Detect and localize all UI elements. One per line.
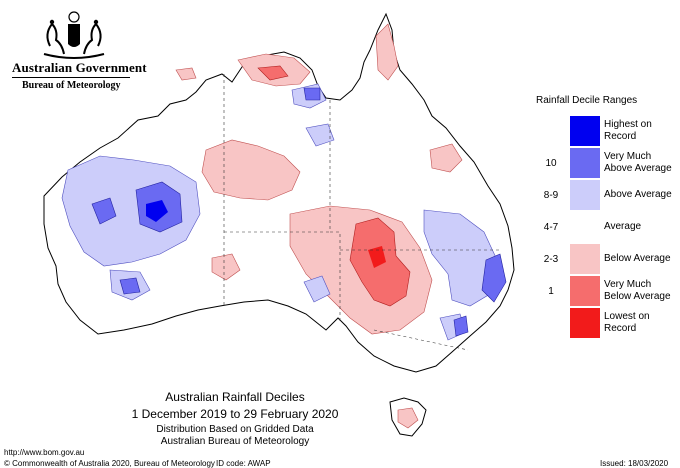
- below-avg-tasmania: [397, 407, 419, 429]
- legend-label: Below Average: [604, 253, 671, 264]
- below-avg-cape-york: [375, 23, 399, 81]
- legend-range: 4-7: [543, 222, 559, 233]
- legend-label: Very Much Below Average: [604, 279, 671, 302]
- very-much-above-avg-nsw-coast: [481, 253, 507, 303]
- below-avg-kimberley: [175, 67, 197, 81]
- legend-swatch: [570, 276, 600, 306]
- map-period: 1 December 2019 to 29 February 2020: [131, 407, 339, 421]
- above-avg-central: [305, 123, 335, 147]
- above-avg-queensland: [423, 209, 499, 307]
- very-much-below-avg-top-end: [257, 65, 289, 81]
- very-much-above-avg-nt: [303, 87, 321, 101]
- legend-label: Average: [604, 221, 642, 232]
- very-much-above-avg-se: [453, 315, 469, 337]
- legend-item-highest-on-record: Highest on Record: [540, 116, 680, 148]
- legend-range: 1: [548, 286, 554, 297]
- legend-label: Above Average: [604, 189, 672, 200]
- legend-label: Very Much Above Average: [604, 151, 672, 174]
- legend-item-very-much-below-average: 1 Very Much Below Average: [540, 276, 680, 308]
- bom-url-link[interactable]: http://www.bom.gov.au: [4, 448, 85, 457]
- map-source: Australian Bureau of Meteorology: [160, 436, 310, 447]
- government-title: Australian Government: [12, 60, 147, 75]
- legend-swatch: [570, 212, 600, 242]
- copyright-notice: © Commonwealth of Australia 2020, Bureau…: [4, 459, 215, 468]
- map-method: Distribution Based on Gridded Data: [156, 424, 314, 435]
- title-divider: [12, 77, 130, 78]
- legend-range: 2-3: [543, 254, 559, 265]
- legend-swatch: [570, 116, 600, 146]
- map-title: Australian Rainfall Deciles: [165, 390, 305, 404]
- legend-range: 10: [545, 158, 557, 169]
- id-code: ID code: AWAP: [216, 459, 271, 468]
- legend-range: 8-9: [543, 190, 559, 201]
- legend-swatch: [570, 244, 600, 274]
- legend-item-lowest-on-record: Lowest on Record: [540, 308, 680, 340]
- legend-swatch: [570, 148, 600, 178]
- legend-label: Lowest on Record: [604, 311, 650, 334]
- legend-item-below-average: 2-3 Below Average: [540, 244, 680, 276]
- bureau-title: Bureau of Meteorology: [22, 80, 121, 91]
- below-avg-central-west: [201, 139, 301, 201]
- lowest-on-record-patch: [368, 246, 386, 268]
- issued-date: Issued: 18/03/2020: [600, 459, 669, 468]
- very-much-above-avg-wa-west: [91, 197, 117, 225]
- above-avg-sa: [303, 275, 331, 303]
- legend-title: Rainfall Decile Ranges: [536, 95, 638, 106]
- above-avg-western-australia: [61, 155, 201, 267]
- legend-item-above-average: 8-9 Above Average: [540, 180, 680, 212]
- legend-label: Highest on Record: [604, 119, 652, 142]
- legend-swatch: [570, 180, 600, 210]
- very-much-above-avg-wa-south: [119, 277, 141, 295]
- below-avg-central-small: [211, 253, 241, 281]
- legend-item-very-much-above-average: 10 Very Much Above Average: [540, 148, 680, 180]
- border-nsw-vic: [373, 329, 469, 351]
- legend-swatch: [570, 308, 600, 338]
- below-avg-queensland-coast: [429, 143, 463, 173]
- coat-of-arms-icon: [43, 11, 105, 59]
- legend-item-average: 4-7 Average: [540, 212, 680, 244]
- highest-on-record-patch: [146, 200, 168, 222]
